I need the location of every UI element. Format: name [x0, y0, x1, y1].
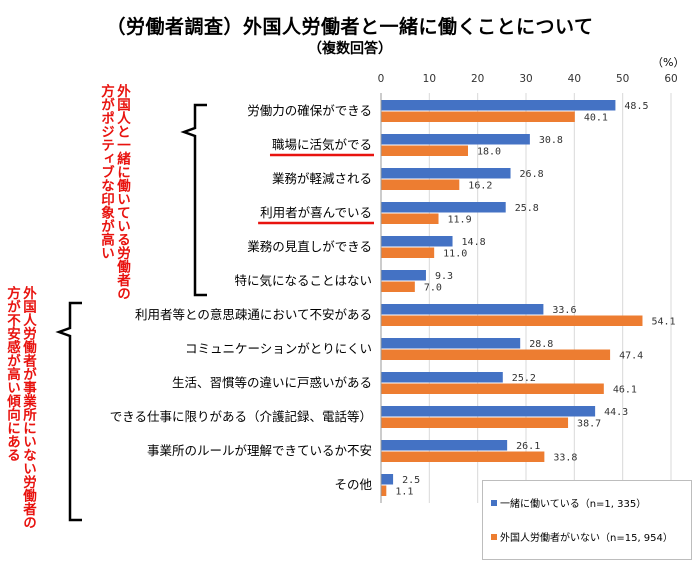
- positive-annotation: 外国人と一緒に働いている労働者の方がポジティブな印象が高い: [98, 84, 130, 300]
- category-label: できる仕事に限りがある（介護記録、電話等）: [110, 409, 372, 424]
- bar-series2: [381, 383, 604, 394]
- bar-series1: [381, 270, 426, 281]
- x-tick-label: 20: [471, 73, 484, 85]
- data-label-series2: 1.1: [395, 487, 413, 498]
- category-label: 利用者が喜んでいる: [260, 205, 372, 220]
- bar-series2: [381, 315, 643, 326]
- category-label: 業務が軽減される: [272, 171, 372, 186]
- chart-legend: 一緒に働いている（n=1, 335） 外国人労働者がいない（n=15, 954）: [482, 480, 692, 560]
- data-label-series1: 44.3: [604, 407, 628, 418]
- category-label: その他: [334, 477, 372, 492]
- bar-series2: [381, 247, 435, 258]
- data-label-series2: 40.1: [584, 113, 608, 124]
- data-label-series2: 33.8: [553, 453, 577, 464]
- bar-series1: [381, 134, 530, 145]
- bar-series2: [381, 349, 611, 360]
- bar-series2: [381, 145, 468, 156]
- bar-series1: [381, 474, 394, 485]
- category-label: 業務の見直しができる: [247, 239, 372, 254]
- legend-label-series2: 外国人労働者がいない（n=15, 954）: [500, 533, 673, 544]
- category-label: 職場に活気がでる: [272, 137, 372, 152]
- data-label-series2: 7.0: [424, 283, 442, 294]
- bar-series2: [381, 485, 387, 496]
- data-label-series2: 46.1: [613, 385, 637, 396]
- bar-series2: [381, 417, 569, 428]
- chart-title: （労働者調査）外国人労働者と一緒に働くことについて: [106, 16, 594, 38]
- x-tick-label: 10: [423, 73, 436, 85]
- category-label: コミュニケーションがとりにくい: [185, 341, 372, 356]
- bar-series2: [381, 179, 460, 190]
- category-label: 生活、習慣等の違いに戸惑いがある: [172, 375, 372, 390]
- legend-swatch-series1: [491, 499, 497, 506]
- bar-series1: [381, 440, 508, 451]
- bar-series1: [381, 338, 521, 349]
- category-label: 特に気になることはない: [234, 273, 372, 288]
- data-label-series1: 30.8: [539, 135, 563, 146]
- x-tick-label: 40: [568, 73, 581, 85]
- legend-item-series2: 外国人労働者がいない（n=15, 954）: [491, 529, 673, 544]
- legend-label-series1: 一緒に働いている（n=1, 335）: [500, 499, 647, 510]
- data-label-series2: 11.0: [443, 249, 467, 260]
- bar-series2: [381, 111, 575, 122]
- data-label-series2: 38.7: [577, 419, 601, 430]
- legend-swatch-series2: [491, 533, 497, 540]
- data-label-series1: 48.5: [624, 101, 648, 112]
- category-label: 事業所のルールが理解できているか不安: [147, 443, 372, 458]
- data-label-series2: 18.0: [477, 147, 501, 158]
- x-tick-label: 0: [378, 73, 385, 85]
- bar-series2: [381, 213, 439, 224]
- bar-series1: [381, 236, 453, 247]
- unit-label: （%）: [652, 56, 685, 69]
- bar-series1: [381, 304, 544, 315]
- x-tick-label: 50: [616, 73, 629, 85]
- positive-bracket: [180, 103, 207, 297]
- x-tick-label: 60: [664, 73, 677, 85]
- negative-bracket: [55, 301, 82, 522]
- data-label-series1: 25.2: [512, 373, 536, 384]
- data-label-series2: 47.4: [619, 351, 643, 362]
- bar-series1: [381, 202, 506, 213]
- data-label-series1: 28.8: [529, 339, 553, 350]
- data-label-series1: 14.8: [462, 237, 486, 248]
- bar-series1: [381, 406, 596, 417]
- data-label-series1: 33.6: [552, 305, 576, 316]
- data-label-series1: 26.8: [520, 169, 544, 180]
- data-label-series1: 9.3: [435, 271, 453, 282]
- category-label: 労働力の確保ができる: [247, 103, 372, 118]
- data-label-series2: 54.1: [651, 317, 675, 328]
- bar-series1: [381, 100, 616, 111]
- data-label-series2: 16.2: [468, 181, 492, 192]
- x-tick-label: 30: [519, 73, 532, 85]
- bar-series1: [381, 372, 503, 383]
- data-label-series1: 25.8: [515, 203, 539, 214]
- legend-item-series1: 一緒に働いている（n=1, 335）: [491, 495, 646, 510]
- bar-series2: [381, 451, 545, 462]
- bar-series1: [381, 168, 511, 179]
- category-label: 利用者等との意思疎通において不安がある: [135, 307, 372, 322]
- data-label-series2: 11.9: [448, 215, 472, 226]
- data-label-series1: 26.1: [516, 441, 540, 452]
- data-label-series1: 2.5: [402, 475, 420, 486]
- chart-subtitle: （複数回答）: [308, 41, 392, 57]
- negative-annotation: 外国人労働者が事業所にいない労働者の方が不安感が高い傾向にある: [4, 286, 36, 529]
- bar-series2: [381, 281, 415, 292]
